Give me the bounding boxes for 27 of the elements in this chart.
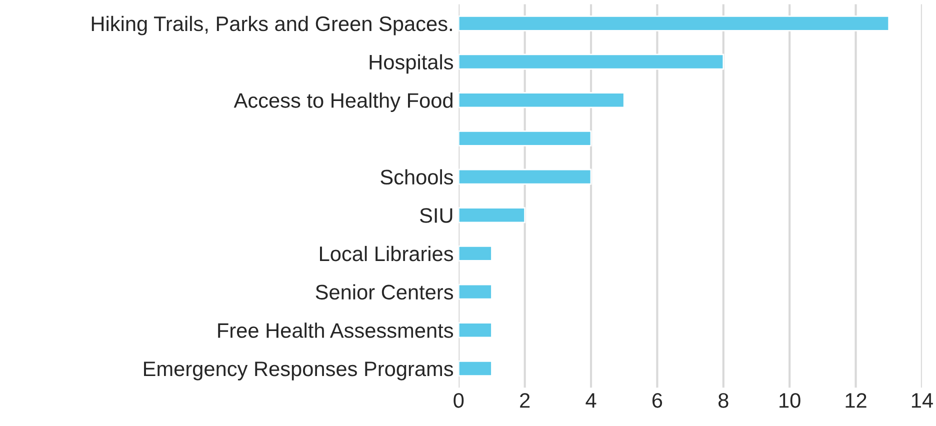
bar: [458, 130, 592, 146]
bar: [458, 15, 890, 32]
x-tick-label: 10: [780, 393, 800, 408]
y-tick-label: Local Libraries: [320, 246, 454, 262]
bar: [458, 245, 492, 262]
y-tick-label: Schools: [380, 169, 454, 185]
y-tick-label: Free Health Assessments: [218, 322, 454, 338]
y-tick-label: Emergency Responses Programs: [144, 362, 454, 380]
bar: [458, 284, 492, 300]
bar: [458, 360, 492, 376]
bar: [458, 207, 526, 224]
y-tick-label: SIU: [420, 208, 452, 223]
x-tick-label: 14: [912, 393, 933, 408]
x-tick-label: 6: [652, 393, 662, 408]
y-tick-label: Access to Healthy Food: [234, 92, 452, 112]
x-tick-label: 0: [454, 393, 464, 408]
x-tick-label: 8: [718, 393, 728, 408]
x-tick-label: 4: [586, 393, 596, 408]
bar: [458, 168, 592, 185]
y-tick-label: Hospitals: [370, 54, 454, 74]
bar: [458, 54, 724, 70]
y-tick-label: Senior Centers: [316, 284, 454, 300]
x-tick-label: 2: [520, 393, 530, 408]
y-tick-label: Hiking Trails, Parks and Green Spaces.: [92, 16, 452, 36]
bar: [458, 92, 625, 108]
bar: [458, 322, 492, 338]
x-tick-label: 12: [846, 393, 866, 408]
